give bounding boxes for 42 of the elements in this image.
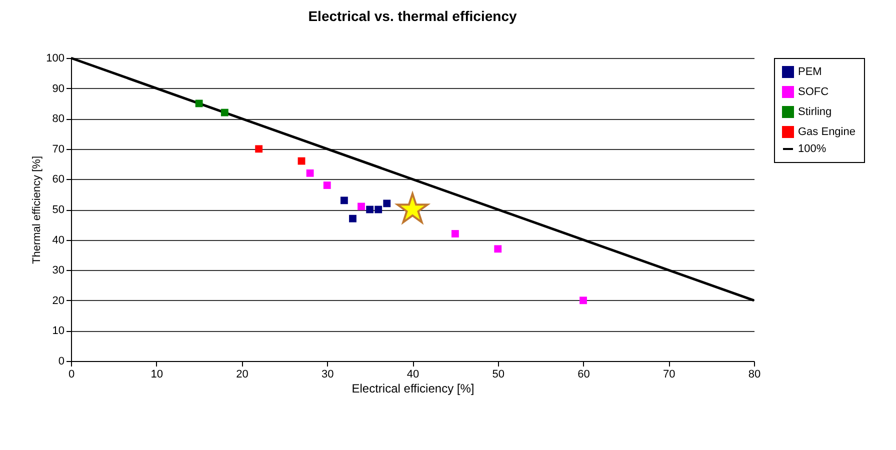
point bbox=[220, 108, 228, 116]
y-tick-label: 20 bbox=[52, 294, 64, 307]
point bbox=[358, 202, 365, 210]
x-tick-label: 30 bbox=[322, 368, 334, 380]
point bbox=[374, 206, 382, 214]
x-tick-label: 0 bbox=[68, 368, 75, 380]
point bbox=[255, 145, 263, 153]
y-tick-label: 100 bbox=[46, 52, 64, 64]
y-tick-label: 90 bbox=[52, 82, 64, 95]
point bbox=[340, 196, 348, 204]
legend-label: 100% bbox=[798, 143, 826, 155]
point bbox=[349, 214, 356, 222]
legend-label: SOFC bbox=[798, 86, 829, 98]
point bbox=[580, 296, 587, 304]
y-tick-label: 60 bbox=[52, 174, 64, 186]
point bbox=[494, 245, 502, 253]
x-tick-label: 10 bbox=[150, 368, 163, 380]
point bbox=[195, 100, 203, 108]
y-tick-label: 0 bbox=[58, 356, 64, 368]
y-tick-label: 50 bbox=[52, 204, 64, 216]
y-axis-title: Thermal efficiency [%] bbox=[31, 156, 44, 264]
legend-label: Stirling bbox=[798, 106, 832, 118]
point bbox=[306, 169, 314, 177]
point bbox=[383, 200, 391, 208]
x-tick-label: 70 bbox=[663, 368, 676, 380]
chart-title: Electrical vs. thermal efficiency bbox=[308, 8, 517, 24]
x-axis-title: Electrical efficiency [%] bbox=[352, 382, 474, 396]
point bbox=[451, 230, 459, 238]
x-tick-label: 60 bbox=[578, 368, 590, 380]
y-tick-label: 40 bbox=[52, 234, 64, 246]
y-tick-label: 10 bbox=[52, 325, 64, 338]
x-tick-label: 50 bbox=[492, 368, 504, 380]
x-tick-label: 40 bbox=[406, 368, 420, 380]
x-tick-label: 20 bbox=[236, 368, 248, 380]
legend-label: Gas Engine bbox=[798, 126, 856, 138]
point bbox=[366, 206, 374, 214]
y-tick-label: 80 bbox=[52, 113, 64, 126]
y-tick-label: 70 bbox=[52, 143, 64, 156]
point bbox=[323, 182, 331, 189]
legend-label: PEM bbox=[798, 66, 822, 78]
x-tick-label: 80 bbox=[748, 368, 761, 380]
y-tick-label: 30 bbox=[52, 264, 64, 277]
